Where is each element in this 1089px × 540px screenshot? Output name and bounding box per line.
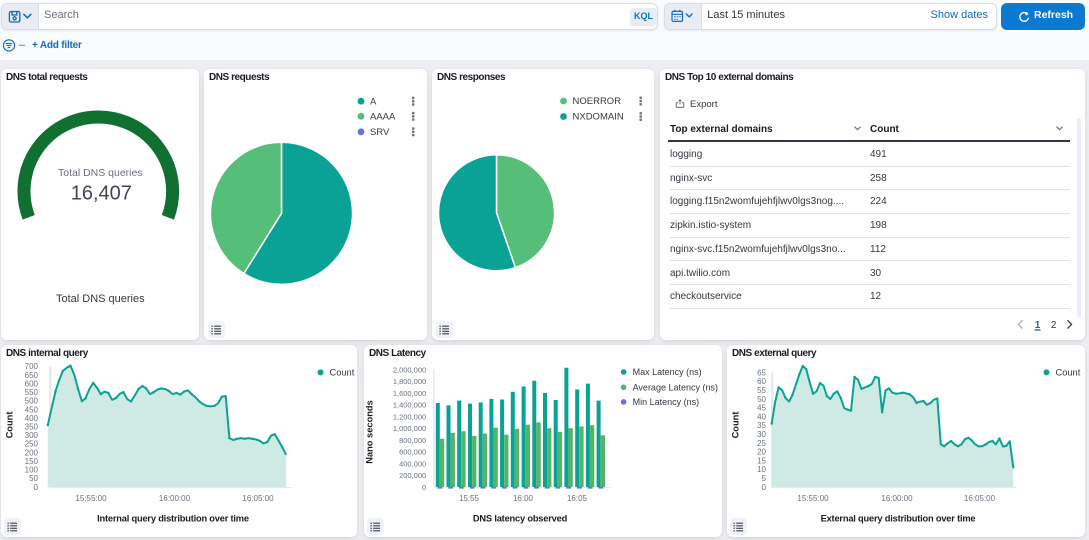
svg-text:SRV: SRV xyxy=(370,127,390,138)
svg-text:Total DNS queries: Total DNS queries xyxy=(58,167,143,179)
svg-text:50: 50 xyxy=(29,474,38,483)
svg-text:External query distribution ov: External query distribution over time xyxy=(821,514,976,524)
svg-text:2: 2 xyxy=(1051,320,1057,331)
svg-text:350: 350 xyxy=(25,423,39,432)
svg-text:10: 10 xyxy=(757,465,766,474)
svg-text:0: 0 xyxy=(762,483,767,492)
svg-text:45: 45 xyxy=(757,404,766,413)
svg-text:250: 250 xyxy=(25,440,39,449)
svg-text:5: 5 xyxy=(762,474,767,483)
svg-text:550: 550 xyxy=(25,388,39,397)
svg-text:600,000: 600,000 xyxy=(399,448,426,457)
svg-text:AAAA: AAAA xyxy=(370,112,396,123)
svg-text:NXDOMAIN: NXDOMAIN xyxy=(573,112,624,123)
svg-text:400,000: 400,000 xyxy=(399,459,426,468)
svg-text:700: 700 xyxy=(25,362,39,371)
svg-text:500: 500 xyxy=(25,397,39,406)
svg-text:1,200,000: 1,200,000 xyxy=(393,412,426,421)
svg-text:0: 0 xyxy=(422,483,426,492)
svg-text:15: 15 xyxy=(757,456,766,465)
svg-text:50: 50 xyxy=(757,395,766,404)
svg-text:NOERROR: NOERROR xyxy=(573,96,622,107)
svg-text:16:00: 16:00 xyxy=(513,494,534,503)
svg-text:Average Latency (ns): Average Latency (ns) xyxy=(633,383,718,393)
svg-text:15:55: 15:55 xyxy=(459,494,480,503)
svg-text:60: 60 xyxy=(757,377,766,386)
svg-text:55: 55 xyxy=(757,386,766,395)
svg-text:15:55:00: 15:55:00 xyxy=(797,494,829,503)
svg-text:1,400,000: 1,400,000 xyxy=(393,401,426,410)
svg-text:Nano seconds: Nano seconds xyxy=(364,400,374,464)
svg-text:800,000: 800,000 xyxy=(399,436,426,445)
svg-text:1,800,000: 1,800,000 xyxy=(393,377,426,386)
svg-text:65: 65 xyxy=(757,368,766,377)
svg-text:16:05: 16:05 xyxy=(567,494,588,503)
svg-text:16:00:00: 16:00:00 xyxy=(159,494,191,503)
svg-text:100: 100 xyxy=(25,466,39,475)
svg-text:35: 35 xyxy=(757,421,766,430)
svg-text:25: 25 xyxy=(757,439,766,448)
svg-text:650: 650 xyxy=(25,371,39,380)
svg-text:450: 450 xyxy=(25,405,39,414)
svg-text:40: 40 xyxy=(757,412,766,421)
svg-text:16,407: 16,407 xyxy=(71,183,132,205)
svg-text:2,000,000: 2,000,000 xyxy=(393,365,426,374)
svg-text:Max Latency (ns): Max Latency (ns) xyxy=(633,367,702,377)
svg-text:1: 1 xyxy=(1035,320,1041,331)
svg-text:16:00:00: 16:00:00 xyxy=(881,494,913,503)
svg-text:15:55:00: 15:55:00 xyxy=(75,494,107,503)
svg-text:Count: Count xyxy=(1056,368,1081,378)
svg-text:Count: Count xyxy=(330,368,355,378)
svg-text:0: 0 xyxy=(34,483,39,492)
svg-text:DNS latency observed: DNS latency observed xyxy=(473,514,568,524)
svg-text:400: 400 xyxy=(25,414,39,423)
svg-text:16:05:00: 16:05:00 xyxy=(964,494,996,503)
svg-text:Internal query distribution ov: Internal query distribution over time xyxy=(97,514,249,524)
svg-text:A: A xyxy=(370,96,377,107)
svg-text:Count: Count xyxy=(730,412,740,439)
svg-text:Min Latency (ns): Min Latency (ns) xyxy=(633,397,700,407)
svg-text:200: 200 xyxy=(25,448,39,457)
svg-text:1,000,000: 1,000,000 xyxy=(393,424,426,433)
svg-text:Count: Count xyxy=(4,412,14,439)
svg-text:30: 30 xyxy=(757,430,766,439)
svg-text:20: 20 xyxy=(757,448,766,457)
svg-text:16:05:00: 16:05:00 xyxy=(242,494,274,503)
svg-text:150: 150 xyxy=(25,457,39,466)
svg-text:1,600,000: 1,600,000 xyxy=(393,389,426,398)
svg-text:300: 300 xyxy=(25,431,39,440)
svg-text:Total DNS queries: Total DNS queries xyxy=(56,293,145,305)
svg-text:200,000: 200,000 xyxy=(399,471,426,480)
svg-text:600: 600 xyxy=(25,379,39,388)
